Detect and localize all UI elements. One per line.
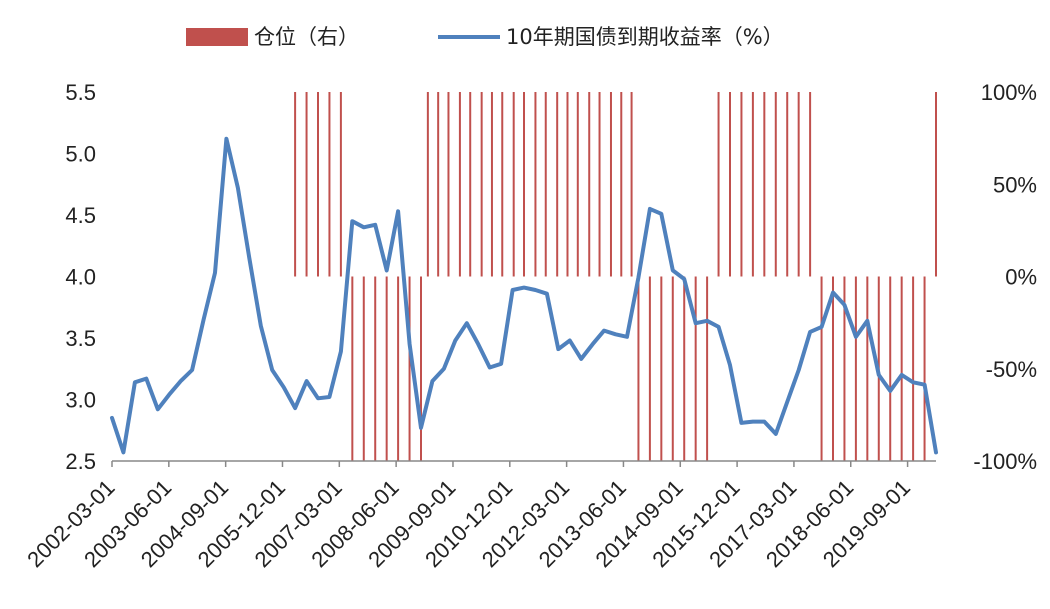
legend-label-position: 仓位（右） [254,25,359,49]
y-left-tick-label: 2.5 [65,449,96,474]
legend: 仓位（右） 10年期国债到期收益率（%） [186,25,784,49]
x-tick-labels: 2002-03-012003-06-012004-09-012005-12-01… [22,475,915,572]
y-right-tick-label: 50% [993,172,1037,197]
yield-line-layer [110,136,938,455]
y-left-tick-label: 5.0 [65,142,96,167]
y-left-tick-label: 3.5 [65,326,96,351]
legend-label-yield: 10年期国债到期收益率（%） [506,25,784,49]
x-ticks [111,461,909,467]
yield-line [110,136,938,455]
legend-swatch-bar [186,28,248,46]
y-left-tick-label: 4.0 [65,265,96,290]
y-right-tick-label: 0% [1005,265,1037,290]
y-left-tick-label: 4.5 [65,203,96,228]
y-left-tick-label: 3.0 [65,388,96,413]
position-bars [294,92,937,461]
y-right-tick-label: -50% [986,357,1037,382]
y-right-tick-labels: 100% 50% 0% -50% -100% [973,80,1037,474]
y-right-tick-label: 100% [981,80,1037,105]
y-right-tick-label: -100% [973,449,1037,474]
y-left-tick-label: 5.5 [65,80,96,105]
y-left-tick-labels: 5.5 5.0 4.5 4.0 3.5 3.0 2.5 [65,80,96,474]
